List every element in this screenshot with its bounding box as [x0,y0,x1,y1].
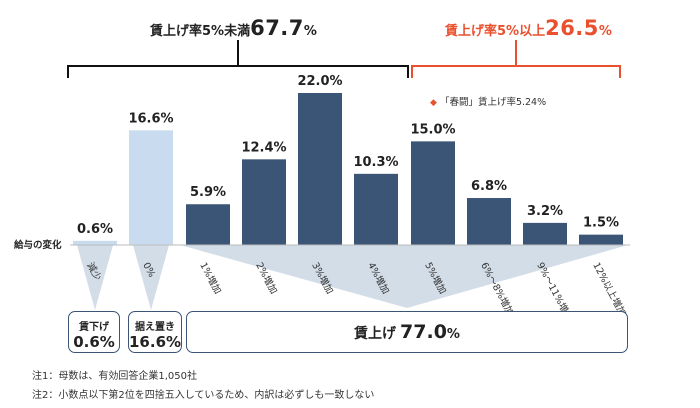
legend-text: 「春闘」賃上げ率5.24% [439,97,547,108]
headline-under5: 賃上げ率5%未満67.7% [150,16,317,40]
value-label-9: 1.5% [583,216,619,231]
summary-box-increase-unit: % [446,327,460,342]
funnel-unchanged [133,245,169,310]
category-label-9: 12%以上増加 [590,260,628,318]
summary-box-increase-value: 77.0 [400,321,447,343]
bar-0 [73,240,117,245]
bar-4 [298,93,342,245]
headline-over5: 賃上げ率5%以上26.5% [445,16,612,40]
summary-box-decrease: 賃下げ 0.6% [68,311,120,353]
bar-1 [129,130,173,245]
value-label-4: 22.0% [297,74,342,89]
legend-shunto: ◆ 「春闘」賃上げ率5.24% [430,94,546,108]
note-1: 注1：母数は、有効回答企業1,050社 [32,371,197,382]
summary-box-decrease-title: 賃下げ [79,322,109,333]
axis-title: 給与の変化 [14,240,62,251]
bar-9 [579,234,623,245]
value-label-2: 5.9% [190,185,226,200]
funnel-decrease [77,245,113,310]
headline-over5-value: 26.5 [545,16,599,40]
headline-under5-label: 賃上げ率5%未満 [150,24,251,39]
bar-5 [354,173,398,245]
headline-under5-unit: % [303,24,317,39]
value-label-6: 15.0% [410,122,455,137]
bar-7 [467,198,511,245]
headline-over5-unit: % [598,24,612,39]
category-label-2: 1%増加 [197,260,224,296]
value-label-5: 10.3% [353,155,398,170]
value-label-8: 3.2% [527,204,563,219]
headline-over5-label: 賃上げ率5%以上 [445,24,546,39]
value-label-3: 12.4% [241,140,286,155]
value-label-7: 6.8% [471,179,507,194]
bar-2 [186,204,230,245]
headline-under5-value: 67.7 [250,16,304,40]
summary-box-increase: 賃上げ 77.0% [186,311,628,353]
summary-box-increase-title: 賃上げ [354,326,397,342]
note-2: 注2：小数点以下第2位を四捨五入しているため、内訳は必ずしも一致しない [32,390,375,401]
summary-box-unchanged: 据え置き 16.6% [128,311,182,353]
value-label-1: 16.6% [128,111,173,126]
bar-3 [242,159,286,245]
funnel-increase [180,245,628,308]
bracket-under5 [67,65,409,78]
bar-6 [411,141,455,245]
bar-8 [523,222,567,245]
summary-box-decrease-value: 0.6% [73,333,115,351]
summary-box-unchanged-title: 据え置き [135,322,175,333]
diamond-icon: ◆ [430,98,437,108]
summary-box-unchanged-value: 16.6% [129,333,182,351]
bracket-over5 [411,65,621,78]
value-label-0: 0.6% [77,222,113,237]
